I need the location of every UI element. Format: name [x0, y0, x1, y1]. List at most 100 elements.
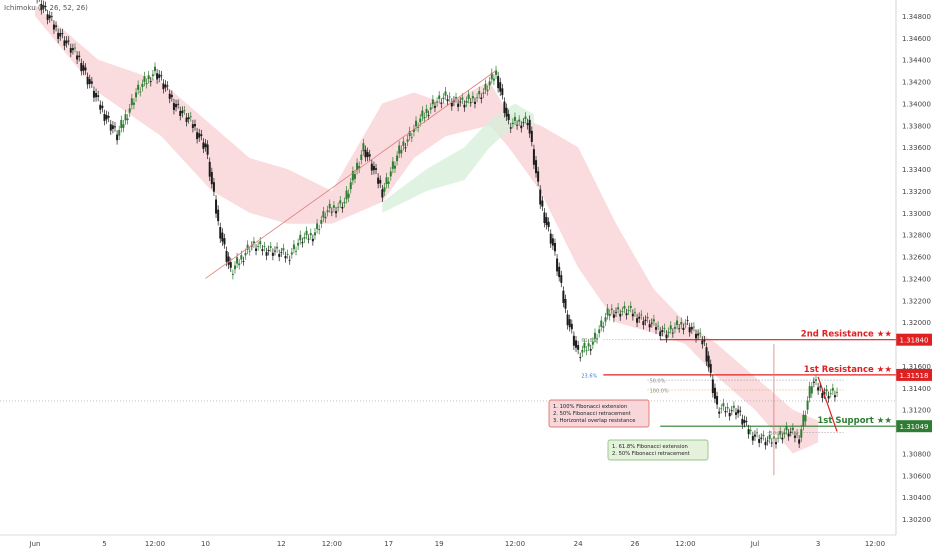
candle-body: [316, 223, 319, 230]
y-tick-label: 1.31200: [902, 407, 931, 415]
x-tick-label: 19: [435, 540, 444, 548]
x-tick-label: Jun: [29, 540, 41, 548]
candle-body: [364, 149, 367, 158]
candle-body: [280, 252, 283, 254]
x-tick-label: 12:00: [145, 540, 165, 548]
x-tick-label: 10: [201, 540, 210, 548]
candle-body: [783, 432, 786, 434]
candle-body: [88, 79, 91, 84]
candle-body: [362, 143, 365, 152]
candle-body: [541, 200, 544, 207]
candle-body: [269, 246, 272, 248]
candle-body: [358, 165, 361, 169]
candle-body: [286, 253, 289, 255]
candle-body: [299, 234, 302, 241]
candle-body: [663, 327, 666, 329]
candle-body: [406, 139, 409, 142]
y-tick-label: 1.31400: [902, 385, 931, 393]
candle-body: [48, 15, 51, 19]
x-tick-label: 12:00: [322, 540, 342, 548]
candle-body: [332, 205, 335, 208]
candle-body: [457, 103, 460, 107]
candle-body: [593, 332, 596, 339]
candle-body: [796, 433, 799, 435]
candle-body: [318, 229, 321, 231]
candle-body: [737, 409, 740, 414]
candle-body: [162, 83, 165, 90]
candle-body: [128, 108, 131, 113]
candle-body: [92, 90, 95, 98]
candle-body: [372, 165, 375, 171]
candle-body: [122, 124, 125, 128]
candle-body: [65, 40, 68, 44]
candle-body: [615, 311, 618, 313]
y-tick-label: 1.32000: [902, 319, 931, 327]
candle-body: [73, 47, 76, 49]
candle-body: [730, 410, 733, 412]
candle-body: [356, 162, 359, 171]
candle-body: [433, 106, 436, 108]
candle-body: [808, 386, 811, 398]
y-tick-label: 1.33000: [902, 210, 931, 218]
candle-body: [777, 437, 780, 439]
candle-body: [147, 75, 150, 80]
candle-body: [575, 340, 578, 348]
candle-body: [756, 432, 759, 434]
candle-body: [631, 313, 634, 317]
candle-body: [160, 75, 163, 77]
candle-body: [208, 161, 211, 177]
candle-body: [223, 238, 226, 245]
candle-body: [589, 349, 592, 351]
candle-body: [804, 414, 807, 422]
candle-body: [665, 334, 668, 339]
candle-body: [688, 327, 691, 333]
candle-body: [577, 345, 580, 350]
candle-body: [248, 250, 251, 252]
candle-body: [711, 379, 714, 394]
candle-body: [739, 410, 742, 412]
candle-body: [655, 327, 658, 330]
candle-body: [227, 256, 230, 265]
fib-label: 23.6%: [581, 373, 597, 379]
candle-body: [701, 340, 704, 345]
y-tick-label: 1.30600: [902, 472, 931, 480]
candle-body: [490, 72, 493, 80]
candle-body: [556, 258, 559, 272]
candle-body: [436, 101, 439, 103]
candle-body: [130, 98, 133, 106]
candle-body: [450, 102, 453, 107]
candle-body: [598, 329, 601, 334]
candle-body: [101, 105, 104, 109]
candle-body: [181, 110, 184, 114]
candle-body: [295, 250, 298, 252]
candle-body: [95, 93, 98, 98]
candle-body: [764, 442, 767, 446]
candle-body: [118, 130, 121, 136]
y-tick-label: 1.30400: [902, 494, 931, 502]
candle-body: [781, 437, 784, 440]
candle-body: [617, 307, 620, 310]
candle-body: [250, 245, 253, 247]
candle-body: [175, 104, 178, 108]
candle-body: [164, 84, 167, 88]
candle-body: [492, 78, 495, 81]
candle-body: [793, 435, 796, 438]
y-tick-label: 1.30200: [902, 516, 931, 524]
candle-body: [187, 117, 190, 120]
candle-body: [549, 233, 552, 244]
candle-body: [221, 232, 224, 242]
candle-body: [787, 433, 790, 437]
candle-body: [678, 328, 681, 330]
candle-body: [579, 356, 582, 358]
x-tick-label: 3: [816, 540, 820, 548]
candle-body: [676, 320, 679, 325]
candle-body: [669, 325, 672, 330]
candle-body: [238, 263, 241, 266]
candle-body: [351, 171, 354, 181]
candle-body: [705, 347, 708, 362]
candle-body: [139, 91, 142, 93]
candle-body: [505, 107, 508, 117]
candle-body: [570, 323, 573, 330]
candle-body: [257, 246, 260, 247]
